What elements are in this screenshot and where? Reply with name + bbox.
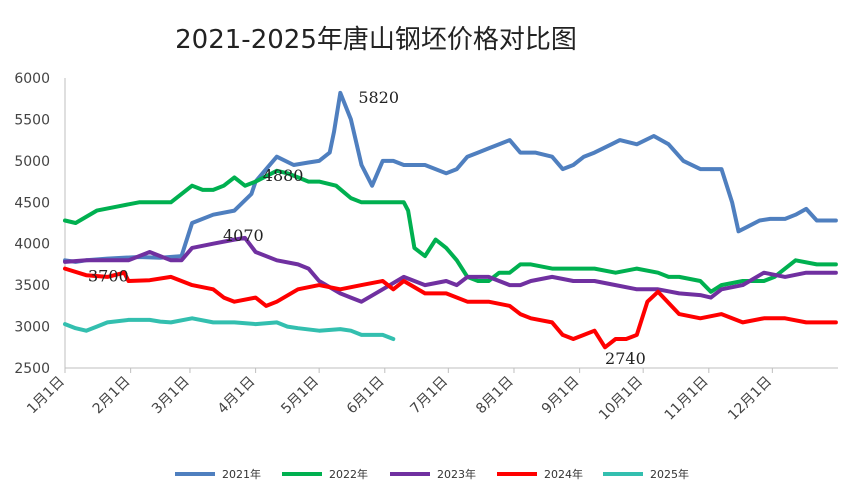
series-layer [63, 90, 838, 350]
legend-label: 2024年 [544, 467, 583, 481]
y-tick-label: 5000 [14, 154, 50, 170]
y-tick-label: 2500 [14, 361, 50, 377]
series-line-2023年 [63, 235, 838, 304]
series-line-2022年 [63, 168, 838, 294]
x-tick-label: 11月1日 [662, 374, 712, 424]
x-tick-label: 2月1日 [90, 374, 134, 418]
axes: 2500 3000 3500 4000 4500 5000 5500 6000 1月1日 2月1日… [14, 71, 838, 424]
chart-title: 2021-2025年唐山钢坯价格对比图 [175, 25, 577, 55]
annotation-label: 4880 [263, 166, 304, 185]
annotation-label: 4070 [223, 226, 264, 245]
legend-label: 2021年 [222, 467, 261, 481]
y-tick-label: 4500 [14, 195, 50, 211]
legend-label: 2022年 [329, 467, 368, 481]
series-line-2024年 [63, 266, 838, 350]
legend-label: 2025年 [650, 467, 689, 481]
series-line-2021年 [63, 90, 838, 264]
x-tick-label: 9月1日 [539, 374, 583, 418]
y-tick-label: 4000 [14, 237, 50, 253]
x-tick-label: 7月1日 [407, 374, 451, 418]
annotation-label: 2740 [605, 349, 646, 368]
x-tick-label: 4月1日 [215, 374, 259, 418]
annotation-label: 3700 [88, 267, 129, 286]
y-tick-label: 3000 [14, 320, 50, 336]
y-tick-label: 3500 [14, 278, 50, 294]
x-tick-label: 6月1日 [344, 374, 388, 418]
x-tick-label: 5月1日 [278, 374, 322, 418]
x-tick-label: 10月1日 [596, 374, 646, 424]
x-tick-label: 1月1日 [24, 374, 68, 418]
x-tick-label: 12月1日 [725, 374, 775, 424]
y-tick-label: 6000 [14, 71, 50, 87]
legend: 2021年 2022年 2023年 2024年 2025年 [175, 467, 689, 481]
y-tick-label: 5500 [14, 112, 50, 128]
x-tick-label: 8月1日 [473, 374, 517, 418]
annotation-layer: 5820 4880 4070 3700 2740 [88, 88, 646, 368]
x-tick-label: 3月1日 [149, 374, 193, 418]
annotation-label: 5820 [358, 88, 399, 107]
legend-label: 2023年 [437, 467, 476, 481]
series-line-2025年 [63, 316, 396, 341]
